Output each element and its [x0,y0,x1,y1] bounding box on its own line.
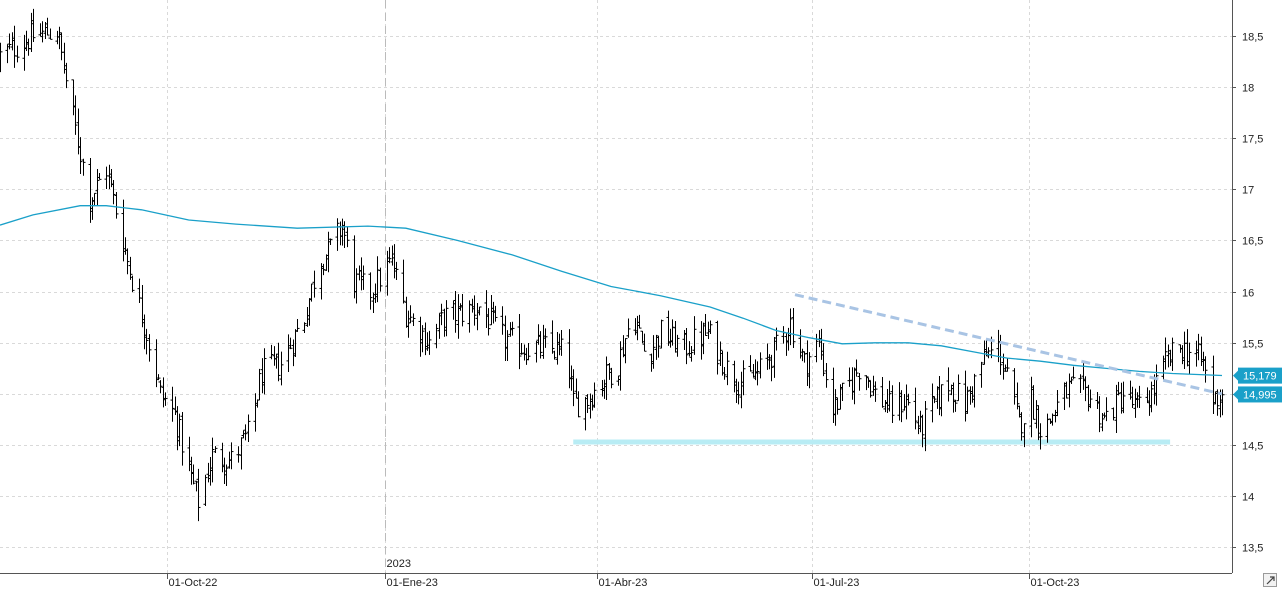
y-tick-label: 13,5 [1242,543,1263,555]
y-tick-label: 16,5 [1242,236,1263,248]
y-tick-label: 17,5 [1242,134,1263,146]
moving-average-line [0,205,1223,377]
x-tick-label: 01-Jul-23 [814,577,860,589]
value-badge [1238,367,1282,384]
grid-layer [0,0,1232,573]
resistance-trendline [794,293,1223,396]
trendline-layer [794,293,1223,396]
y-tick-label: 18 [1242,83,1254,95]
value-badge-label: 14,995 [1243,389,1277,401]
plot-background [0,0,1232,573]
y-tick-label: 16 [1242,288,1254,300]
chart-expand-button[interactable] [1263,573,1277,587]
value-badge-pointer [1233,370,1238,381]
value-badge-label: 15,179 [1243,371,1277,383]
x-axis: 01-Oct-22 01-Ene-23 01-Abr-23 01-Jul-23 01-O… [167,558,1080,589]
y-tick-label: 14,5 [1242,441,1263,453]
value-badges: 15,179 14,995 [1233,367,1282,403]
price-bars-layer [0,8,1225,522]
y-tick-label: 18,5 [1242,32,1263,44]
value-badge-pointer [1233,389,1238,400]
x-tick-label: 01-Abr-23 [599,577,648,589]
x-tick-label: 01-Oct-23 [1031,577,1080,589]
y-tick-label: 15,5 [1242,339,1263,351]
y-tick-label: 17 [1242,185,1254,197]
value-badge [1238,386,1282,403]
moving-average-layer [0,205,1223,377]
year-label: 2023 [387,558,411,570]
x-tick-label: 01-Ene-23 [387,577,438,589]
y-tick-label: 14 [1242,492,1254,504]
expand-arrow-icon [1266,576,1275,585]
x-tick-label: 01-Oct-22 [169,577,218,589]
